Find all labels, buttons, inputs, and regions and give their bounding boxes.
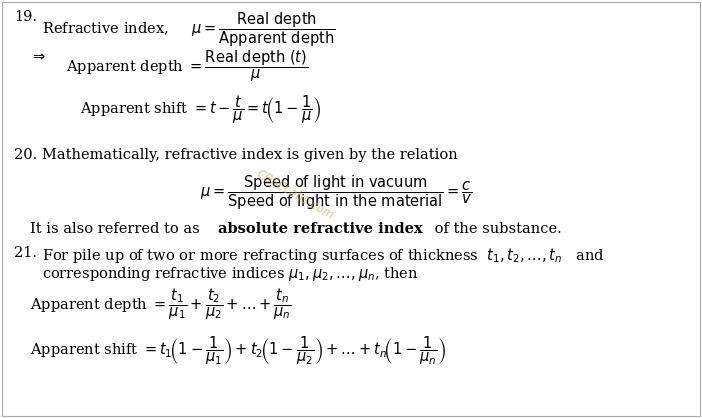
Text: 20.: 20. bbox=[14, 148, 37, 162]
Text: For pile up of two or more refracting surfaces of thickness  $t_1, t_2, \ldots, : For pile up of two or more refracting su… bbox=[42, 246, 604, 265]
Text: Apparent depth $= \dfrac{\mathrm{Real\ depth}\ (t)}{\mu}$: Apparent depth $= \dfrac{\mathrm{Real\ d… bbox=[66, 48, 308, 84]
Text: CBSELabs.com: CBSELabs.com bbox=[253, 167, 336, 222]
Text: 21.: 21. bbox=[14, 246, 37, 260]
Text: It is also referred to as: It is also referred to as bbox=[30, 222, 204, 236]
Text: of the substance.: of the substance. bbox=[430, 222, 562, 236]
Text: Apparent shift $= t - \dfrac{t}{\mu} = t\!\left(1 - \dfrac{1}{\mu}\right)$: Apparent shift $= t - \dfrac{t}{\mu} = t… bbox=[80, 93, 321, 125]
Text: $\Rightarrow$: $\Rightarrow$ bbox=[30, 48, 46, 62]
Text: Mathematically, refractive index is given by the relation: Mathematically, refractive index is give… bbox=[42, 148, 458, 162]
Text: $\mu = \dfrac{\mathrm{Speed\ of\ light\ in\ vacuum}}{\mathrm{Speed\ of\ light\ i: $\mu = \dfrac{\mathrm{Speed\ of\ light\ … bbox=[200, 173, 472, 212]
Text: Apparent depth $= \dfrac{t_1}{\mu_1} + \dfrac{t_2}{\mu_2} + \ldots + \dfrac{t_n}: Apparent depth $= \dfrac{t_1}{\mu_1} + \… bbox=[30, 287, 292, 322]
Text: Apparent shift $= t_1\!\left(1 - \dfrac{1}{\mu_1}\right) + t_2\!\left(1 - \dfrac: Apparent shift $= t_1\!\left(1 - \dfrac{… bbox=[30, 334, 446, 367]
Text: absolute refractive index: absolute refractive index bbox=[218, 222, 423, 236]
Text: Refractive index,     $\mu = \dfrac{\mathrm{Real\ depth}}{\mathrm{Apparent\ dept: Refractive index, $\mu = \dfrac{\mathrm{… bbox=[42, 10, 336, 48]
Text: corresponding refractive indices $\mu_1, \mu_2, \ldots, \mu_n$, then: corresponding refractive indices $\mu_1,… bbox=[42, 265, 418, 283]
Text: 19.: 19. bbox=[14, 10, 37, 24]
